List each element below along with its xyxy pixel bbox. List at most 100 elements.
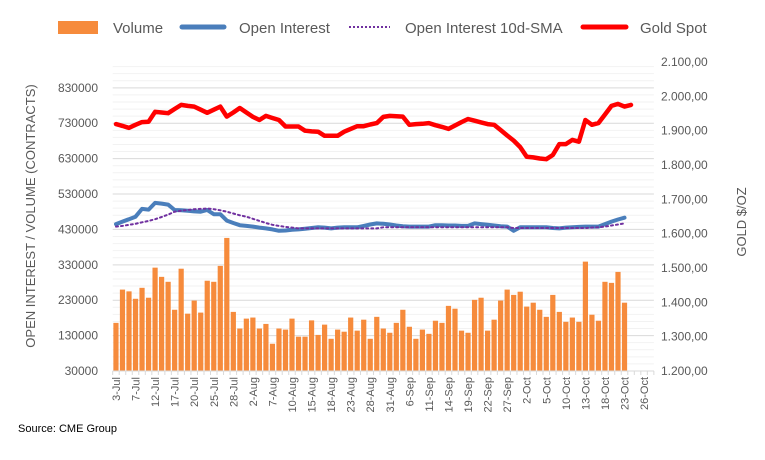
volume-bar — [145, 297, 152, 371]
legend-gold-spot-label: Gold Spot — [640, 20, 708, 37]
volume-bar — [524, 306, 530, 371]
volume-bar — [289, 318, 295, 371]
volume-bar — [178, 268, 184, 371]
x-tick-label: 11-Sep — [424, 377, 436, 412]
x-tick-label: 17-Jul — [170, 377, 182, 407]
legend: Volume Open Interest Open Interest 10d-S… — [58, 20, 708, 37]
left-tick-label: 430000 — [58, 222, 98, 236]
volume-bar — [556, 311, 562, 371]
volume-bar — [224, 237, 230, 371]
volume-bar — [432, 320, 439, 371]
volume-bar — [374, 316, 380, 371]
x-tick-label: 13-Oct — [580, 377, 592, 410]
volume-bar — [139, 287, 145, 371]
left-tick-label: 230000 — [58, 293, 98, 307]
left-tick-label: 530000 — [58, 187, 98, 201]
x-tick-label: 23-Oct — [620, 377, 632, 410]
x-tick-label: 28-Aug — [365, 377, 377, 412]
volume-bar — [335, 329, 341, 371]
x-tick-label: 7-Aug — [267, 377, 279, 406]
x-tick-label: 15-Aug — [307, 377, 319, 412]
legend-volume-label: Volume — [113, 20, 163, 37]
left-tick-label: 330000 — [58, 258, 98, 272]
volume-bar — [282, 329, 289, 371]
right-tick-label: 1.300,00 — [661, 330, 708, 344]
volume-bar — [230, 311, 236, 371]
volume-bar — [621, 302, 628, 371]
x-tick-label: 12-Jul — [150, 377, 162, 407]
volume-bar — [413, 338, 419, 371]
volume-bar — [406, 326, 412, 371]
volume-bar — [269, 343, 276, 371]
volume-bar — [517, 291, 523, 371]
volume-bar — [393, 322, 399, 371]
volume-bar — [498, 300, 504, 371]
volume-bar — [491, 319, 497, 371]
legend-open-interest-label: Open Interest — [239, 20, 331, 37]
volume-bar — [602, 281, 608, 371]
x-tick-label: 2-Aug — [248, 377, 260, 406]
legend-sma-label: Open Interest 10d-SMA — [405, 20, 563, 37]
x-tick-label: 22-Sep — [483, 377, 495, 412]
volume-bar — [322, 324, 328, 371]
volume-bar — [537, 309, 543, 371]
volume-bar — [132, 298, 139, 371]
right-tick-label: 1.600,00 — [661, 227, 708, 241]
x-tick-label: 6-Sep — [404, 377, 416, 406]
volume-bar — [172, 309, 178, 371]
right-axis-ticks: 1.200,00 1.300,00 1.400,00 1.500,00 1.600,00… — [661, 55, 708, 378]
volume-bar — [217, 265, 223, 371]
volume-bars — [113, 237, 628, 371]
volume-bar — [445, 305, 452, 371]
volume-bar — [191, 300, 197, 371]
right-tick-label: 1.700,00 — [661, 192, 708, 206]
legend-volume-swatch — [58, 21, 98, 34]
x-tick-label: 19-Sep — [463, 377, 475, 412]
x-tick-label: 7-Jul — [131, 377, 143, 401]
volume-bar — [126, 291, 132, 371]
series-lines — [113, 101, 634, 233]
volume-bar — [576, 321, 582, 371]
volume-bar — [204, 280, 210, 371]
volume-bar — [367, 338, 373, 371]
left-axis-title: OPEN INTEREST / VOLUME (CONTRACTS) — [23, 84, 38, 347]
volume-bar — [400, 309, 406, 371]
left-tick-label: 630000 — [58, 152, 98, 166]
volume-bar — [211, 281, 217, 371]
source-note: Source: CME Group — [18, 423, 117, 435]
x-tick-label: 18-Oct — [600, 377, 612, 410]
volume-bar — [569, 317, 575, 371]
volume-bar — [308, 320, 315, 371]
volume-bar — [354, 330, 360, 371]
volume-bar — [237, 328, 243, 371]
volume-bar — [530, 302, 536, 371]
volume-bar — [256, 328, 262, 371]
volume-bar — [563, 321, 569, 371]
volume-bar — [615, 271, 621, 371]
volume-bar — [361, 319, 367, 371]
volume-bar — [276, 328, 282, 371]
volume-bar — [165, 281, 171, 371]
volume-bar — [380, 328, 386, 371]
volume-bar — [504, 289, 510, 371]
left-tick-label: 30000 — [65, 364, 99, 378]
x-axis: 3-Jul 7-Jul 12-Jul 17-Jul 20-Jul 25-Jul 28-Jul… — [111, 370, 655, 412]
volume-bar — [452, 308, 458, 371]
right-tick-label: 1.200,00 — [661, 364, 708, 378]
right-tick-label: 2.000,00 — [661, 89, 708, 103]
volume-bar — [419, 329, 425, 371]
volume-bar — [458, 330, 465, 371]
volume-bar — [608, 282, 615, 371]
right-tick-label: 1.900,00 — [661, 124, 708, 138]
volume-bar — [471, 299, 478, 371]
right-tick-label: 1.800,00 — [661, 158, 708, 172]
volume-bar — [426, 333, 432, 371]
x-tick-label: 31-Aug — [385, 377, 397, 412]
volume-bar — [250, 317, 256, 371]
volume-bar — [328, 338, 334, 371]
open-interest-line — [114, 200, 627, 233]
volume-bar — [295, 336, 302, 371]
left-tick-label: 130000 — [58, 329, 98, 343]
volume-bar — [485, 330, 491, 371]
